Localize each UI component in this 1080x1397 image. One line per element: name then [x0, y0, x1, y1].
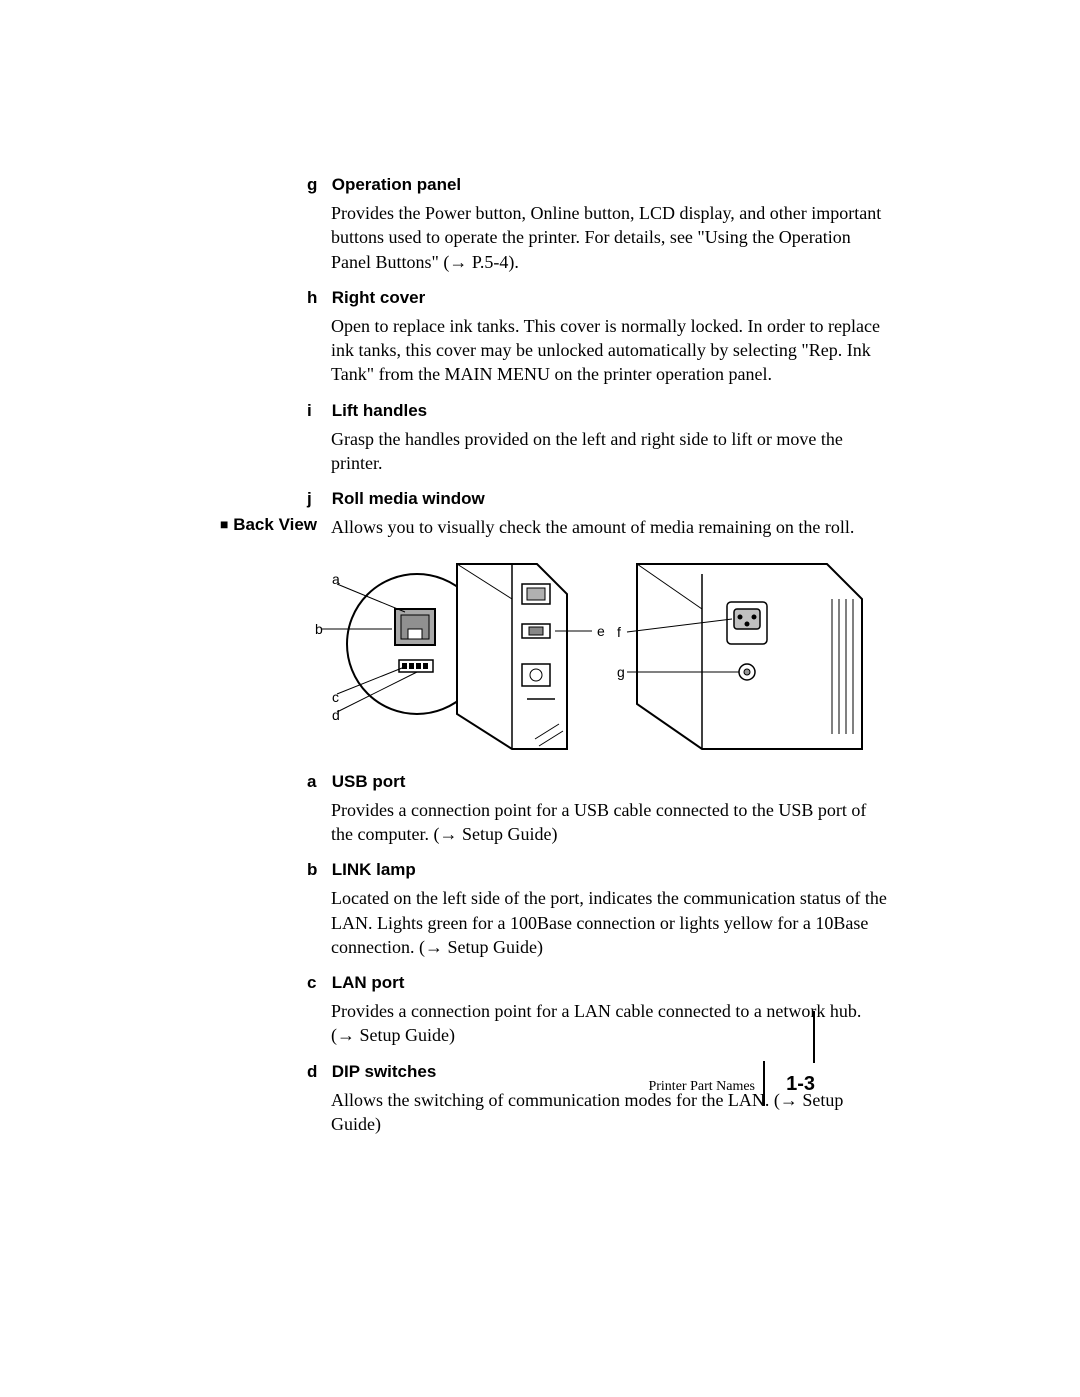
square-bullet-icon: ■ [220, 516, 228, 532]
item-letter: g [307, 175, 327, 195]
diagram-label-f: f [617, 624, 621, 640]
diagram-svg: a b c d e [307, 554, 867, 754]
item-letter: j [307, 489, 327, 509]
back-view-diagram: a b c d e [307, 554, 867, 754]
diagram-label-g: g [617, 664, 625, 680]
item-j: j Roll media window Allows you to visual… [307, 489, 887, 539]
diagram-label-b: b [315, 621, 323, 637]
item-letter: h [307, 288, 327, 308]
item-body: Allows you to visually check the amount … [307, 515, 887, 539]
item-heading: j Roll media window [307, 489, 887, 509]
item-title: Operation panel [332, 175, 461, 194]
item-title: USB port [332, 772, 406, 791]
top-item-list: g Operation panel Provides the Power but… [307, 175, 887, 540]
footer-page-number: 1-3 [786, 1073, 815, 1096]
footer-section: Printer Part Names [648, 1079, 755, 1095]
item-body: Provides a connection point for a LAN ca… [307, 999, 887, 1048]
side-heading-text: Back View [233, 515, 317, 534]
item-title: LINK lamp [332, 860, 416, 879]
item-heading: g Operation panel [307, 175, 887, 195]
item-body: Located on the left side of the port, in… [307, 886, 887, 959]
item-heading: h Right cover [307, 288, 887, 308]
diagram-label-a: a [332, 571, 340, 587]
item-body: Grasp the handles provided on the left a… [307, 427, 887, 476]
page-footer: Printer Part Names 1-3 [0, 1071, 870, 1111]
item-body: Provides a connection point for a USB ca… [307, 798, 887, 847]
item-letter: a [307, 772, 327, 792]
item-letter: i [307, 401, 327, 421]
item-title: Lift handles [332, 401, 427, 420]
item-title: Right cover [332, 288, 426, 307]
item-body: Open to replace ink tanks. This cover is… [307, 314, 887, 387]
item-a: a USB port Provides a connection point f… [307, 772, 887, 847]
item-letter: b [307, 860, 327, 880]
item-h: h Right cover Open to replace ink tanks.… [307, 288, 887, 387]
diagram-label-e: e [597, 623, 605, 639]
page-content: g Operation panel Provides the Power but… [225, 175, 885, 1150]
item-i: i Lift handles Grasp the handles provide… [307, 401, 887, 476]
item-body: Provides the Power button, Online button… [307, 201, 887, 274]
footer-bar [813, 1011, 815, 1063]
item-g: g Operation panel Provides the Power but… [307, 175, 887, 274]
item-c: c LAN port Provides a connection point f… [307, 973, 887, 1048]
item-letter: c [307, 973, 327, 993]
item-heading: a USB port [307, 772, 887, 792]
footer-divider [763, 1061, 765, 1106]
item-heading: b LINK lamp [307, 860, 887, 880]
back-view-heading: ■ Back View [220, 515, 317, 535]
item-title: LAN port [332, 973, 405, 992]
diagram-label-d: d [332, 707, 340, 723]
item-title: Roll media window [332, 489, 485, 508]
item-b: b LINK lamp Located on the left side of … [307, 860, 887, 959]
item-heading: i Lift handles [307, 401, 887, 421]
diagram-label-c: c [332, 689, 339, 705]
item-heading: c LAN port [307, 973, 887, 993]
